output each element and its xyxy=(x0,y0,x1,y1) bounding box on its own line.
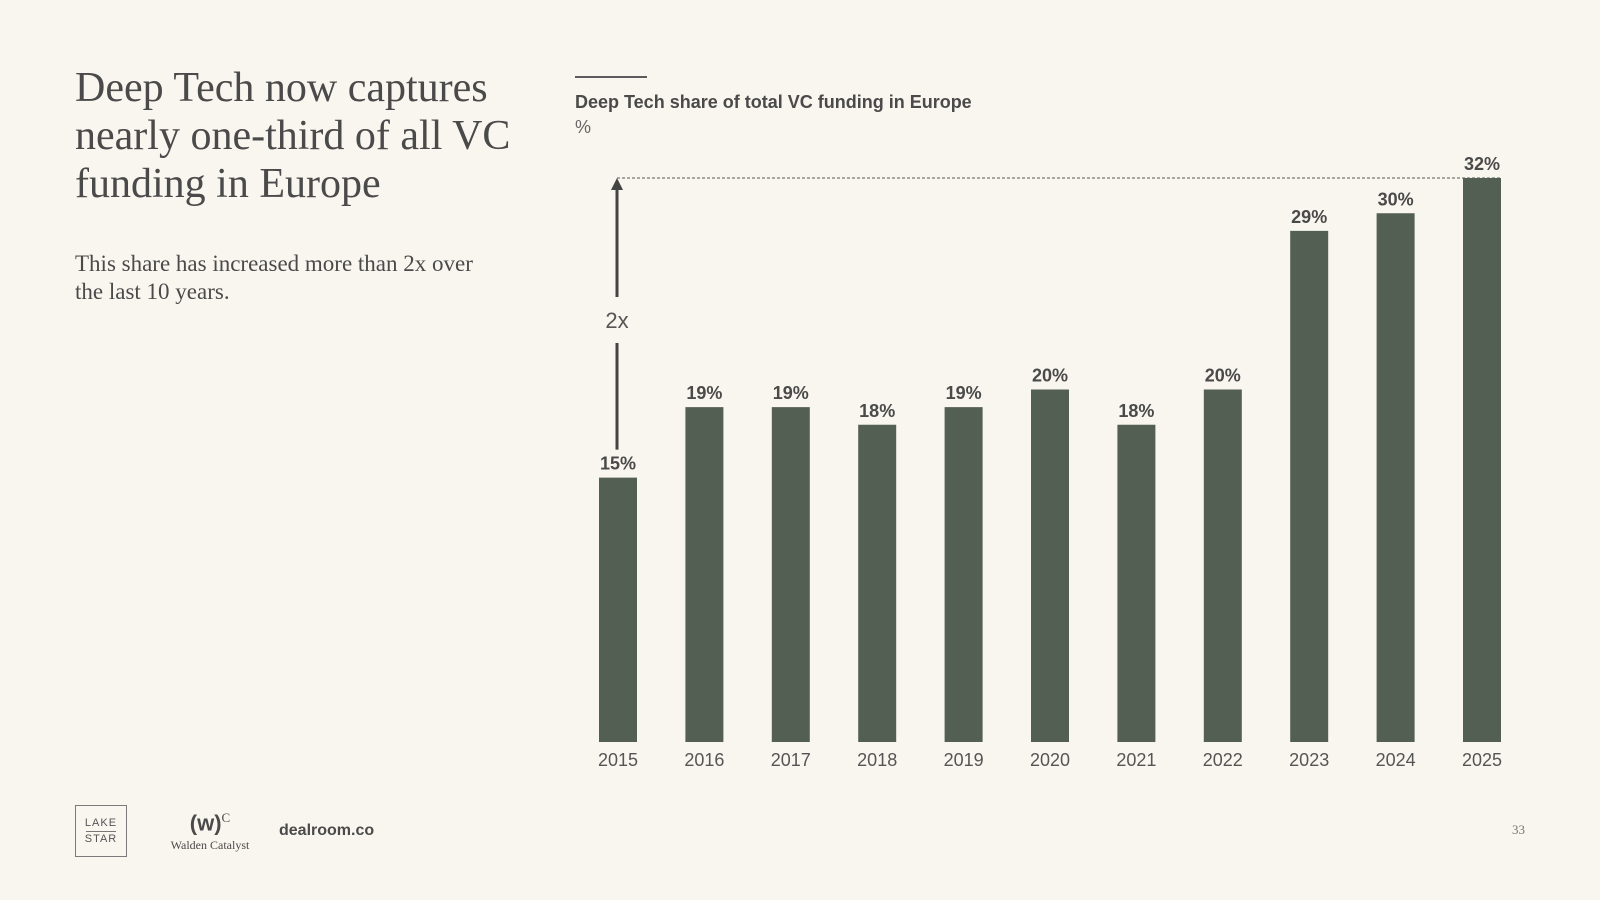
bar-value-label: 15% xyxy=(600,454,636,474)
x-tick-label: 2017 xyxy=(771,750,811,770)
lakestar-logo-bottom: STAR xyxy=(84,832,118,845)
bar-value-label: 18% xyxy=(1118,401,1154,421)
x-tick-label: 2020 xyxy=(1030,750,1070,770)
bar xyxy=(1031,389,1069,742)
bar xyxy=(1290,230,1329,742)
bar-value-label: 29% xyxy=(1291,207,1327,227)
bar xyxy=(1117,424,1156,742)
bar xyxy=(1203,389,1242,742)
x-tick-label: 2015 xyxy=(598,750,638,770)
x-tick-label: 2018 xyxy=(857,750,897,770)
lakestar-logo: LAKE STAR xyxy=(75,805,127,857)
x-tick-label: 2016 xyxy=(684,750,724,770)
growth-annotation-label: 2x xyxy=(605,308,628,333)
walden-catalyst-name: Walden Catalyst xyxy=(170,838,250,853)
lakestar-logo-top: LAKE xyxy=(84,816,118,829)
bar xyxy=(1376,213,1415,742)
chart-title-rule xyxy=(575,76,647,78)
x-tick-label: 2024 xyxy=(1376,750,1416,770)
bar-value-label: 19% xyxy=(773,383,809,403)
walden-catalyst-mark: (w)C xyxy=(160,805,260,836)
x-tick-label: 2022 xyxy=(1203,750,1243,770)
walden-catalyst-mark-sup: C xyxy=(221,810,231,825)
page-number: 33 xyxy=(1512,822,1525,837)
growth-arrowhead xyxy=(611,178,623,190)
bar-value-label: 20% xyxy=(1032,366,1068,386)
bar-value-label: 19% xyxy=(686,383,722,403)
bar-value-label: 20% xyxy=(1205,366,1241,386)
page-subtitle: This share has increased more than 2x ov… xyxy=(75,251,473,304)
bar xyxy=(599,477,637,742)
bar xyxy=(858,424,897,742)
x-tick-label: 2021 xyxy=(1116,750,1156,770)
bar xyxy=(771,407,810,742)
x-tick-label: 2019 xyxy=(944,750,984,770)
walden-catalyst-mark-text: (w) xyxy=(189,810,222,836)
walden-catalyst-logo: (w)C Walden Catalyst xyxy=(160,805,260,853)
bar-value-label: 32% xyxy=(1464,154,1500,174)
bar xyxy=(685,407,724,742)
lakestar-logo-divider xyxy=(86,830,116,832)
bar xyxy=(944,407,983,742)
dealroom-logo: dealroom.co xyxy=(279,822,375,839)
bar-value-label: 18% xyxy=(859,401,895,421)
bar xyxy=(1463,178,1501,742)
page-title: Deep Tech now captures nearly one-third … xyxy=(75,65,511,207)
x-tick-label: 2023 xyxy=(1289,750,1329,770)
bar-value-label: 30% xyxy=(1378,189,1414,209)
bar-value-label: 19% xyxy=(946,383,982,403)
x-tick-label: 2025 xyxy=(1462,750,1502,770)
chart-unit: % xyxy=(575,117,592,137)
chart-title: Deep Tech share of total VC funding in E… xyxy=(575,92,972,112)
